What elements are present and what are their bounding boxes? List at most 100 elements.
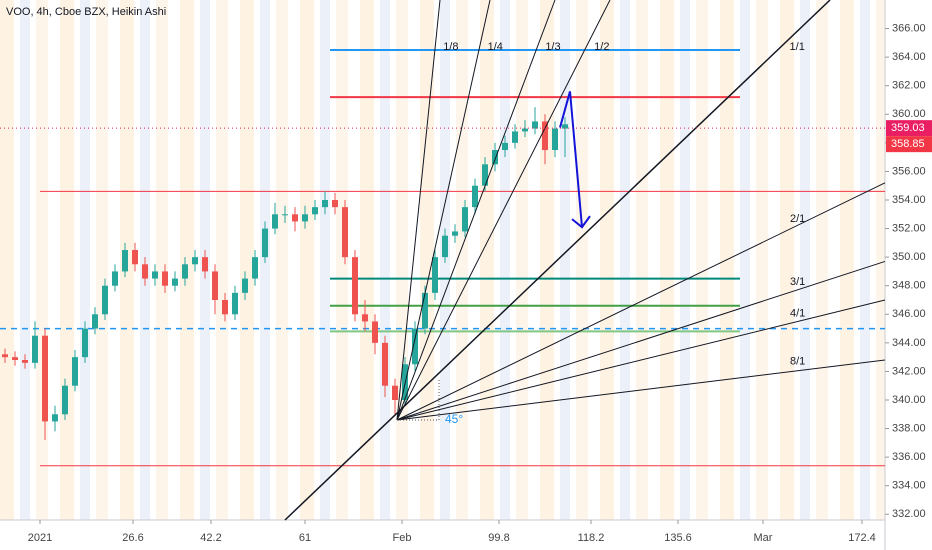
candle-body (112, 271, 118, 286)
candle-body (302, 214, 308, 222)
candle-body (422, 292, 428, 329)
candle-body (332, 200, 338, 208)
candle-body (82, 328, 88, 358)
fan-line (284, 0, 831, 521)
candle-body (262, 228, 268, 258)
fan-label: 4/1 (790, 307, 805, 319)
fan-line (396, 359, 886, 421)
price-label-box (886, 120, 932, 137)
y-tick-label: 334.00 (892, 480, 926, 492)
x-tick-label: Mar (754, 532, 773, 544)
candle-body (212, 271, 218, 300)
candle-body (412, 328, 418, 365)
candle-body (532, 121, 538, 129)
fan-line (396, 0, 611, 421)
fan-label: 8/1 (790, 356, 805, 368)
candle-body (192, 257, 198, 265)
candle-body (522, 128, 528, 132)
fan-line (396, 182, 886, 421)
background-bands (0, 0, 885, 520)
x-tick-label: 61 (299, 532, 311, 544)
candle-body (232, 292, 238, 315)
candle-body (272, 214, 278, 229)
candle-body (322, 200, 328, 208)
candle-body (142, 264, 148, 279)
candle-body (62, 385, 68, 415)
candle-body (392, 385, 398, 400)
candle-body (472, 185, 478, 208)
x-tick-label: 118.2 (578, 532, 605, 544)
fan-line (396, 0, 556, 421)
y-tick-label: 338.00 (892, 422, 926, 434)
candle-body (22, 360, 28, 363)
angle-label: 45° (445, 412, 463, 426)
candle-body (382, 342, 388, 386)
y-tick-label: 342.00 (892, 365, 926, 377)
fan-label: 3/1 (790, 276, 805, 288)
candle-body (482, 164, 488, 186)
candle-body (372, 321, 378, 343)
price-label: 358.85 (891, 138, 925, 150)
candle-body (542, 121, 548, 150)
y-tick-label: 364.00 (892, 51, 926, 63)
candle-body (502, 142, 508, 150)
x-tick-label: 172.4 (848, 532, 876, 544)
candle-body (122, 250, 128, 272)
fan-label: 1/3 (545, 41, 560, 53)
y-tick-label: 340.00 (892, 394, 926, 406)
candle-body (442, 235, 448, 258)
y-tick-label: 350.00 (892, 251, 926, 263)
fan-label: 1/8 (443, 41, 458, 53)
price-label-box (886, 136, 932, 153)
y-tick-label: 362.00 (892, 80, 926, 92)
candle-body (202, 257, 208, 272)
chart-title: VOO, 4h, Cboe BZX, Heikin Ashi (6, 6, 166, 18)
price-label: 359.03 (891, 122, 925, 134)
x-tick-label: 26.6 (122, 532, 143, 544)
fan-line (396, 0, 441, 421)
y-tick-label: 348.00 (892, 280, 926, 292)
x-tick-label: 2021 (28, 532, 52, 544)
candle-body (132, 250, 138, 265)
fan-label: 2/1 (790, 213, 805, 225)
candle-body (222, 300, 228, 315)
candle-body (512, 131, 518, 143)
y-tick-label: 344.00 (892, 337, 926, 349)
x-tick-label: 99.8 (488, 532, 509, 544)
candle-body (12, 357, 18, 360)
candle-body (102, 285, 108, 315)
fan-label: 1/4 (488, 41, 503, 53)
x-tick-label: Feb (393, 532, 412, 544)
y-tick-label: 336.00 (892, 451, 926, 463)
candle-body (172, 278, 178, 286)
y-tick-label: 332.00 (892, 508, 926, 520)
candle-body (32, 335, 38, 363)
candle-body (162, 271, 168, 286)
candle-body (552, 128, 558, 150)
candle-body (152, 271, 158, 279)
candle-body (352, 257, 358, 315)
x-tick-label: 42.2 (200, 532, 221, 544)
fan-label: 1/2 (594, 41, 609, 53)
x-tick-label: 135.6 (664, 532, 692, 544)
y-tick-label: 354.00 (892, 194, 926, 206)
candle-body (292, 214, 298, 222)
candle-body (52, 414, 58, 422)
y-tick-label: 360.00 (892, 108, 926, 120)
candle-body (492, 150, 498, 165)
candle-body (242, 278, 248, 293)
y-tick-label: 366.00 (892, 22, 926, 34)
candle-body (282, 214, 288, 216)
fan-line (396, 299, 886, 421)
candle-body (2, 354, 8, 358)
candle-body (362, 314, 368, 322)
annotation-arrow (559, 91, 583, 228)
y-tick-label: 356.00 (892, 165, 926, 177)
candle-body (312, 207, 318, 215)
candle-body (182, 264, 188, 279)
candle-body (342, 207, 348, 258)
y-tick-label: 346.00 (892, 308, 926, 320)
candle-body (462, 207, 468, 232)
candle-body (252, 257, 258, 279)
